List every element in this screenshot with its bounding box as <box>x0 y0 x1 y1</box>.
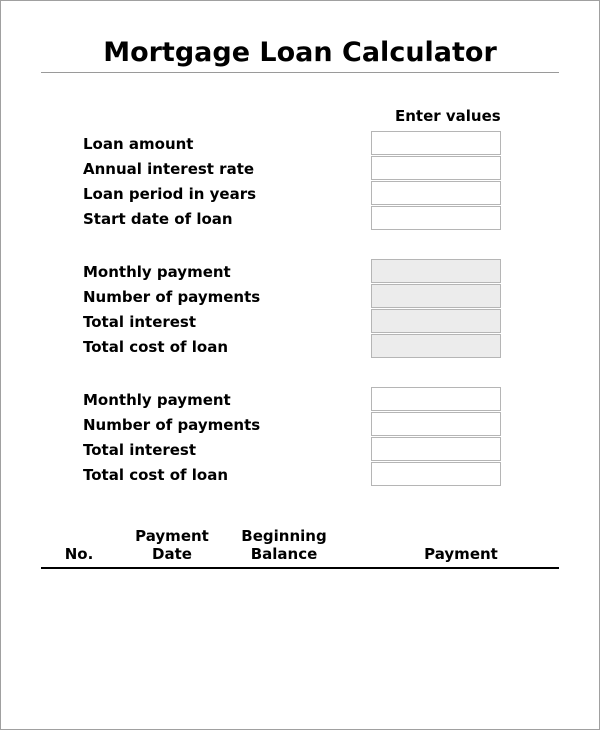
result-cell <box>371 334 501 358</box>
title-rule <box>41 72 559 73</box>
field-label: Number of payments <box>41 285 371 309</box>
field-row: Loan amount <box>41 131 559 156</box>
amortization-rule <box>41 567 559 569</box>
field-label: Loan amount <box>41 132 371 156</box>
field-row: Loan period in years <box>41 181 559 206</box>
field-cell[interactable] <box>371 181 501 205</box>
amortization-header: No. Payment Date Beginning Balance Payme… <box>41 527 559 569</box>
field-label: Monthly payment <box>41 260 371 284</box>
field-label: Number of payments <box>41 413 371 437</box>
field-row: Total interest <box>41 437 559 462</box>
col-payment: Payment <box>401 545 521 563</box>
col-payment-date-l1: Payment <box>117 527 227 545</box>
field-label: Total interest <box>41 438 371 462</box>
field-cell[interactable] <box>371 437 501 461</box>
field-cell[interactable] <box>371 412 501 436</box>
field-row: Monthly payment <box>41 387 559 412</box>
result-cell <box>371 284 501 308</box>
result-section: Monthly payment Number of payments Total… <box>41 259 559 359</box>
field-label: Start date of loan <box>41 207 371 231</box>
field-row: Number of payments <box>41 284 559 309</box>
field-row: Monthly payment <box>41 259 559 284</box>
result-cell <box>371 259 501 283</box>
field-row: Total cost of loan <box>41 462 559 487</box>
values-header: Enter values <box>395 107 559 125</box>
field-cell[interactable] <box>371 387 501 411</box>
field-label: Total cost of loan <box>41 463 371 487</box>
input-section: Loan amount Annual interest rate Loan pe… <box>41 131 559 231</box>
field-row: Total cost of loan <box>41 334 559 359</box>
col-no: No. <box>41 545 117 563</box>
col-beginning-balance-l2: Balance <box>227 545 341 563</box>
col-beginning-balance-l1: Beginning <box>227 527 341 545</box>
col-payment-date-l2: Date <box>117 545 227 563</box>
field-row: Annual interest rate <box>41 156 559 181</box>
col-beginning-balance: Beginning Balance <box>227 527 341 563</box>
page-title: Mortgage Loan Calculator <box>41 37 559 68</box>
field-row: Start date of loan <box>41 206 559 231</box>
field-label: Annual interest rate <box>41 157 371 181</box>
secondary-section: Monthly payment Number of payments Total… <box>41 387 559 487</box>
field-cell[interactable] <box>371 462 501 486</box>
field-label: Total cost of loan <box>41 335 371 359</box>
field-label: Total interest <box>41 310 371 334</box>
field-cell[interactable] <box>371 206 501 230</box>
field-row: Total interest <box>41 309 559 334</box>
amortization-columns: No. Payment Date Beginning Balance Payme… <box>41 527 559 567</box>
field-cell[interactable] <box>371 131 501 155</box>
page: Mortgage Loan Calculator Enter values Lo… <box>0 0 600 730</box>
field-label: Loan period in years <box>41 182 371 206</box>
result-cell <box>371 309 501 333</box>
field-row: Number of payments <box>41 412 559 437</box>
col-payment-date: Payment Date <box>117 527 227 563</box>
field-label: Monthly payment <box>41 388 371 412</box>
field-cell[interactable] <box>371 156 501 180</box>
